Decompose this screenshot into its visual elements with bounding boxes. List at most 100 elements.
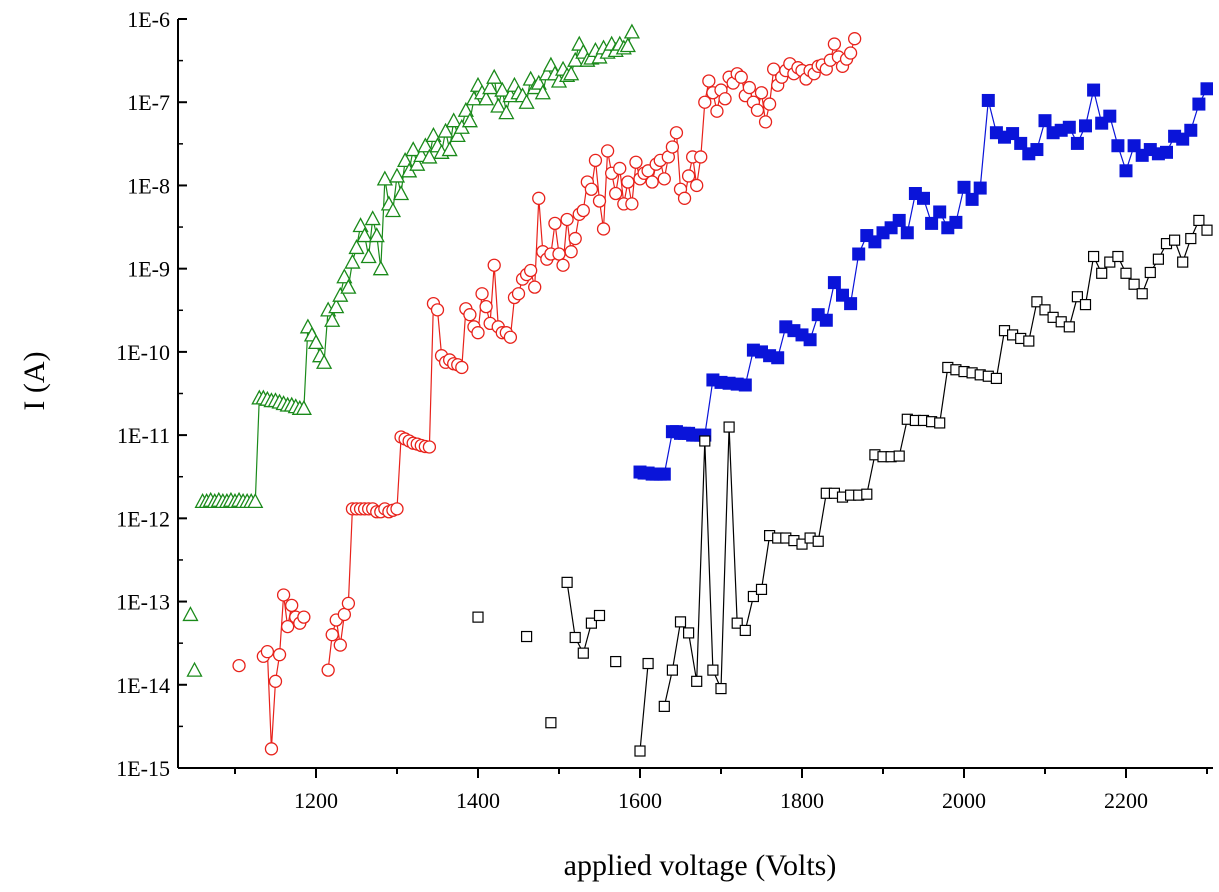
- data-point: [973, 181, 987, 195]
- data-point: [487, 258, 501, 272]
- data-point: [690, 178, 704, 193]
- data-point: [625, 197, 639, 211]
- data-point: [1023, 335, 1035, 347]
- data-point: [340, 278, 357, 294]
- data-point: [758, 115, 773, 129]
- data-point: [490, 97, 507, 113]
- data-point: [494, 81, 511, 97]
- data-point: [364, 210, 381, 226]
- y-tick-label: 1E-8: [127, 173, 170, 198]
- data-point: [592, 194, 607, 208]
- data-point: [843, 46, 858, 60]
- data-point: [455, 360, 469, 375]
- data-point: [629, 155, 643, 169]
- data-point: [548, 216, 562, 231]
- series-1: [182, 23, 640, 677]
- data-point: [307, 334, 325, 350]
- data-point: [925, 216, 939, 230]
- data-point: [561, 576, 573, 588]
- data-point: [324, 311, 341, 327]
- data-point: [577, 647, 589, 659]
- data-point: [750, 103, 765, 117]
- data-point: [707, 664, 719, 676]
- y-tick-label: 1E-13: [116, 590, 170, 615]
- data-point: [1112, 250, 1124, 263]
- data-point: [1039, 304, 1051, 316]
- data-point: [715, 682, 727, 695]
- data-point: [441, 141, 458, 157]
- y-axis-title: I (A): [18, 351, 51, 410]
- y-tick-label: 1E-10: [116, 340, 170, 365]
- x-tick-label: 2000: [942, 788, 986, 813]
- data-point: [1144, 266, 1156, 279]
- y-tick-label: 1E-11: [117, 423, 170, 448]
- data-point: [827, 276, 841, 290]
- data-point: [528, 280, 542, 294]
- data-point: [1014, 136, 1028, 150]
- data-point: [1120, 267, 1132, 279]
- x-tick-label: 1600: [618, 788, 662, 813]
- data-point: [609, 186, 623, 201]
- data-point: [682, 627, 695, 639]
- data-point: [556, 258, 570, 272]
- data-point: [1006, 127, 1020, 141]
- data-point: [1079, 299, 1092, 311]
- series-2: [232, 32, 862, 756]
- data-point: [588, 153, 603, 168]
- data-point: [742, 80, 756, 95]
- y-tick-label: 1E-12: [116, 506, 170, 531]
- data-point: [449, 126, 466, 142]
- data-point: [471, 326, 485, 340]
- data-point: [564, 245, 578, 259]
- x-tick-label: 1200: [294, 788, 338, 813]
- data-point: [409, 155, 426, 171]
- data-point: [848, 32, 862, 46]
- data-point: [368, 227, 385, 243]
- data-point: [699, 435, 711, 447]
- data-point: [1038, 114, 1052, 128]
- data-point: [900, 226, 914, 240]
- data-point: [1201, 224, 1213, 236]
- data-point: [405, 141, 422, 157]
- x-tick-label: 2200: [1104, 788, 1148, 813]
- data-point: [518, 93, 535, 109]
- series-line: [639, 663, 649, 752]
- data-point: [990, 372, 1003, 385]
- data-point: [1136, 288, 1148, 300]
- data-point: [734, 70, 748, 84]
- data-point: [933, 205, 947, 219]
- data-point: [1071, 291, 1084, 303]
- data-point: [1128, 278, 1140, 290]
- data-point: [666, 664, 679, 676]
- data-point: [376, 170, 393, 186]
- data-point: [247, 492, 264, 508]
- data-point: [482, 79, 499, 95]
- data-point: [360, 248, 377, 264]
- x-tick-label: 1400: [456, 788, 500, 813]
- data-point: [1062, 120, 1076, 134]
- data-point: [861, 488, 873, 500]
- data-point: [600, 144, 615, 158]
- data-point: [702, 74, 716, 88]
- data-point: [621, 175, 635, 189]
- data-point: [260, 645, 275, 659]
- data-point: [268, 674, 283, 688]
- data-point: [430, 303, 445, 317]
- data-point: [596, 222, 611, 236]
- data-point: [422, 440, 437, 454]
- y-tick-label: 1E-6: [127, 7, 170, 32]
- data-point: [457, 101, 474, 117]
- data-point: [892, 213, 906, 227]
- data-point: [520, 630, 533, 643]
- data-point: [642, 657, 654, 670]
- data-point: [332, 286, 349, 302]
- data-point: [560, 212, 574, 227]
- x-tick-label: 1800: [780, 788, 824, 813]
- data-point: [1070, 136, 1084, 150]
- data-point: [437, 122, 454, 138]
- series-4: [472, 214, 1213, 757]
- data-point: [613, 161, 627, 176]
- data-point: [657, 467, 671, 481]
- data-point: [397, 152, 414, 168]
